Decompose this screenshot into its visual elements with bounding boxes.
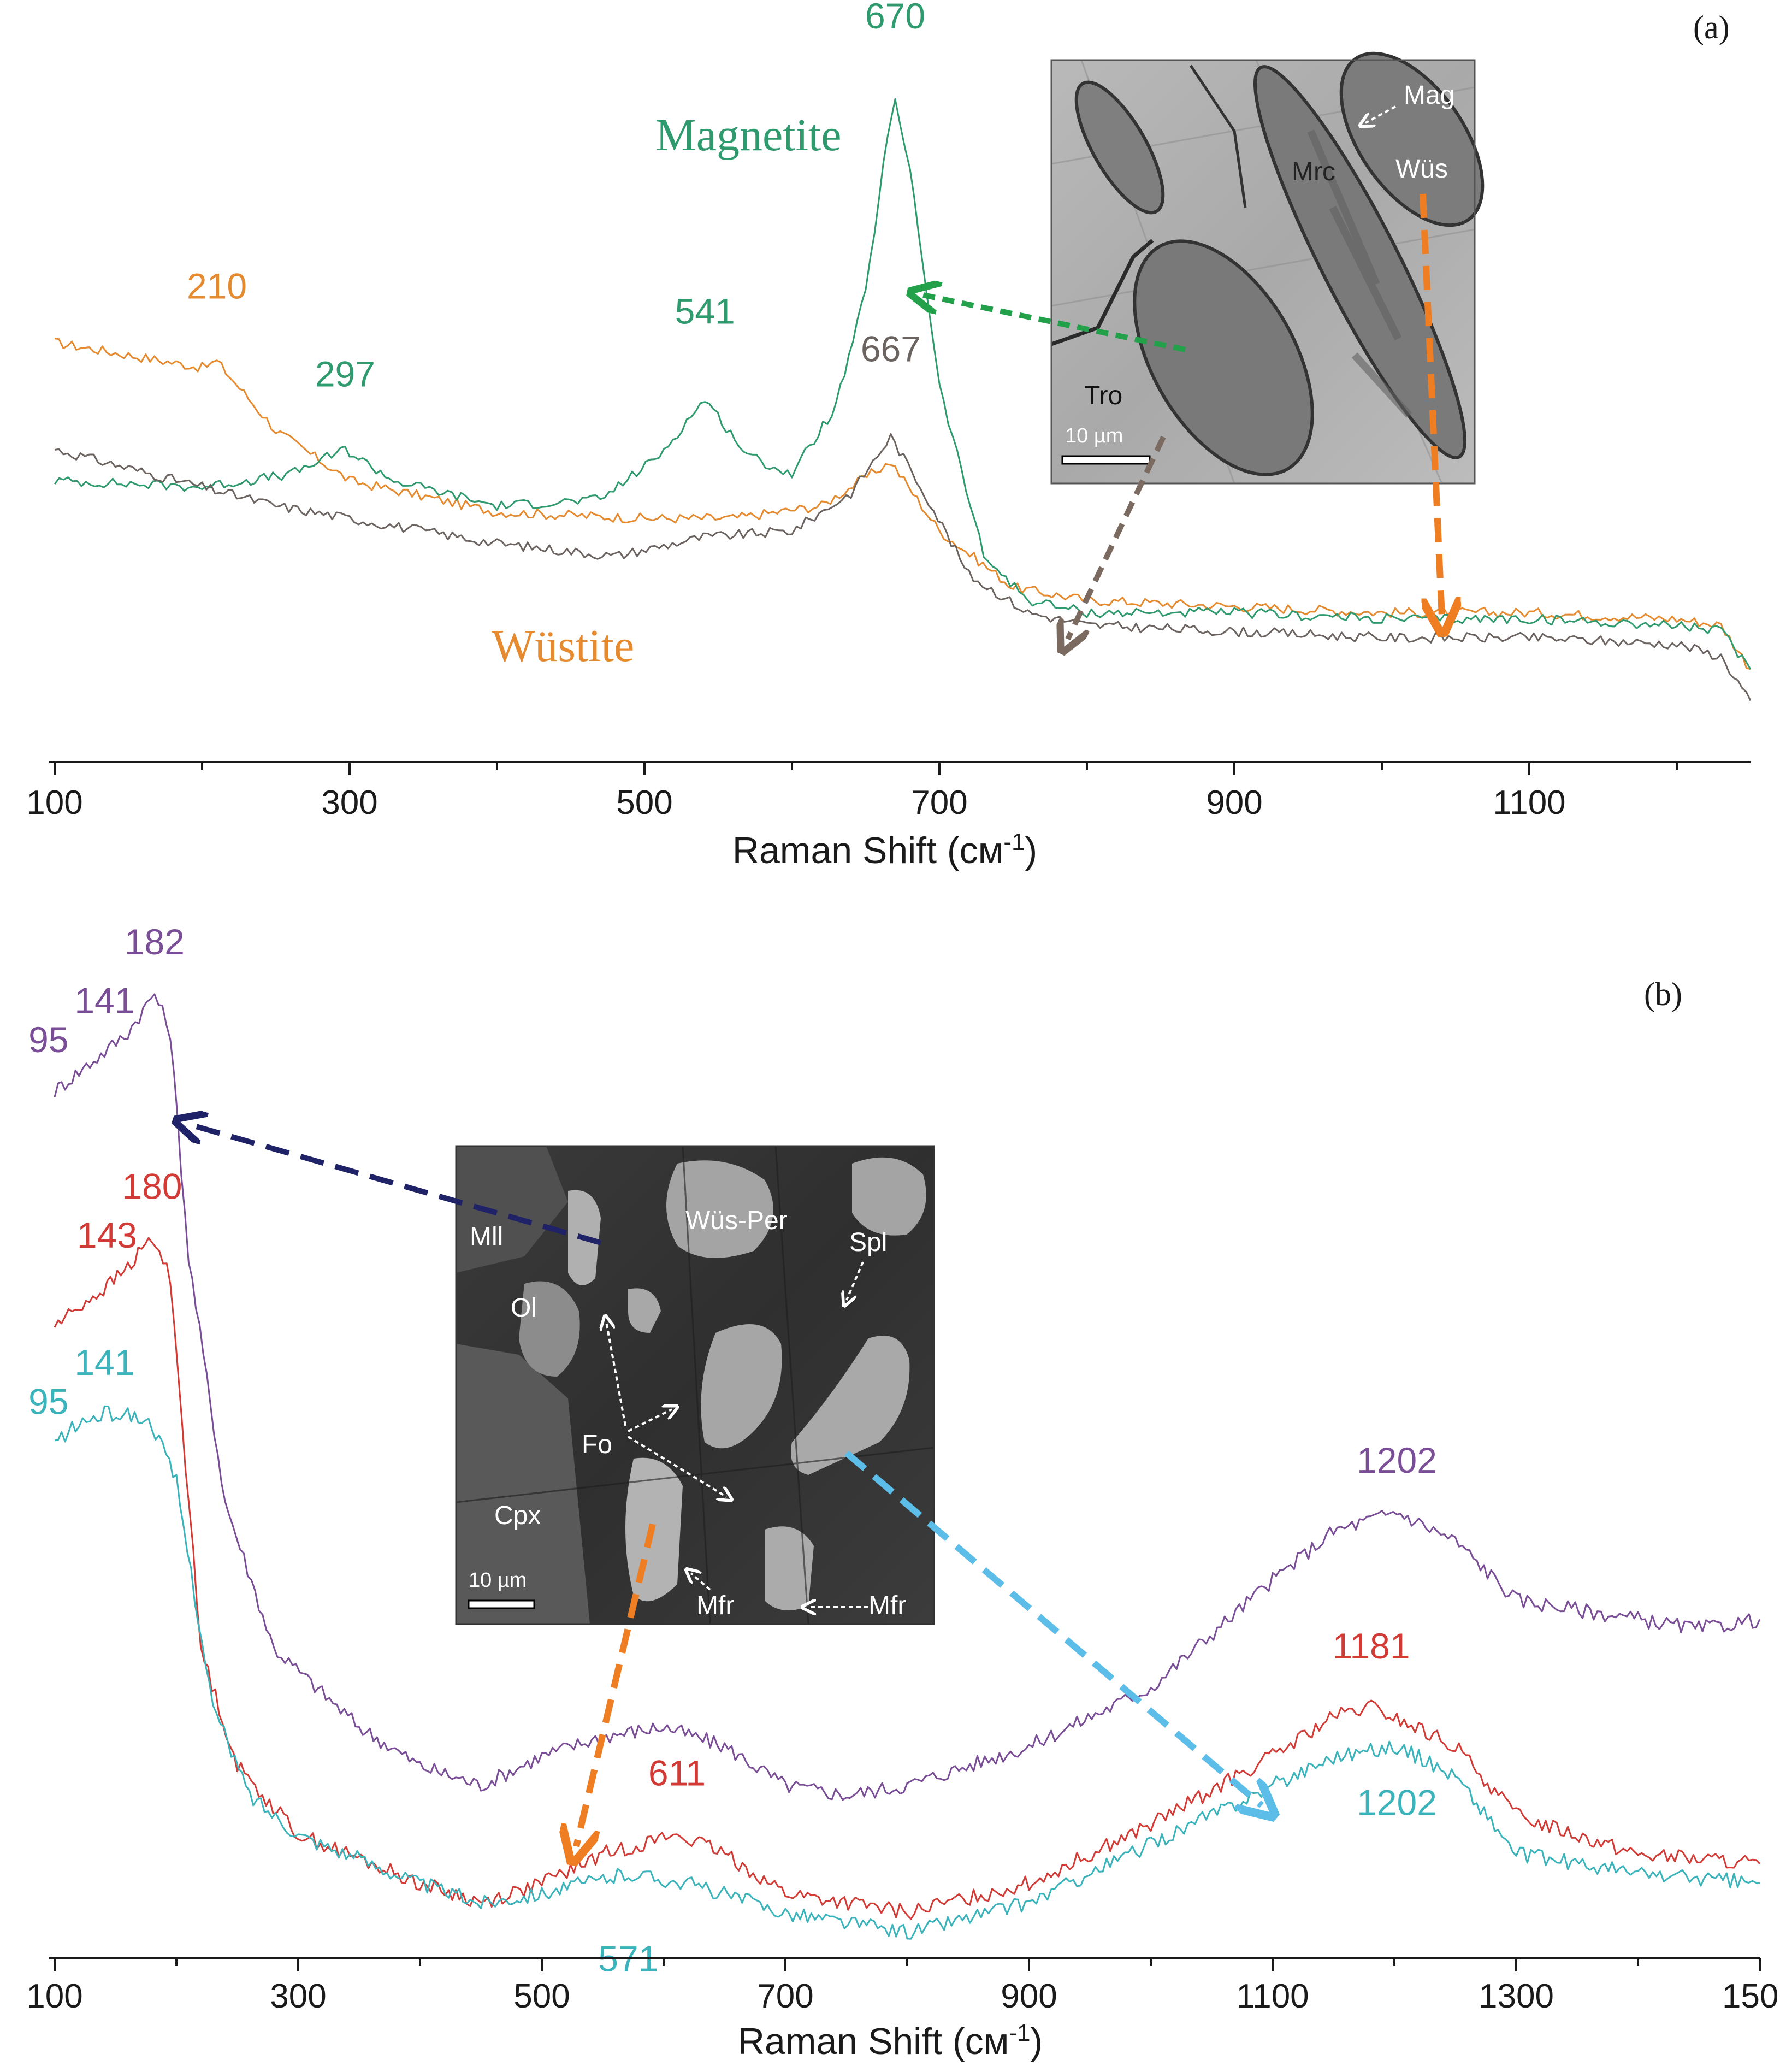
x-tick-label-300: 300 xyxy=(270,1977,326,2015)
peak-label-1181: 1181 xyxy=(1333,1626,1410,1666)
inset-b-scale-text: 10 µm xyxy=(469,1569,527,1592)
spectrum-line-a-2 xyxy=(54,98,1752,670)
x-tick-label-1500: 1500 xyxy=(1722,1977,1780,2015)
peak-label-95: 95 xyxy=(28,1381,68,1421)
inset-a-label-wus: Wüs xyxy=(1395,155,1448,184)
peak-label-141: 141 xyxy=(74,981,134,1021)
panel-b-x-axis-title: Raman Shift (cм-1) xyxy=(738,2020,1043,2063)
wustite-series-name: Wüstite xyxy=(492,621,634,671)
x-tick-label-900: 900 xyxy=(1206,784,1262,822)
x-tick-label-900: 900 xyxy=(1001,1977,1057,2015)
x-tick-label-700: 700 xyxy=(757,1977,813,2015)
peak-label-1202: 1202 xyxy=(1357,1440,1437,1480)
peak-label-141: 141 xyxy=(74,1342,134,1383)
x-tick-label-1300: 1300 xyxy=(1479,1977,1554,2015)
panel-b-inset-image: Wüs-Per Spl Mll Ol Fo Cpx Mfr Mfr 10 µm xyxy=(455,1145,935,1625)
inset-b-label-wus-per: Wüs-Per xyxy=(685,1206,788,1235)
panel-a-series xyxy=(54,98,1752,701)
panel-b-arrow-red xyxy=(576,1523,656,1846)
peak-label-1202: 1202 xyxy=(1357,1782,1437,1822)
panel-b: (b) 182141951801431419512021181611120257… xyxy=(26,922,1780,2062)
peak-label-182: 182 xyxy=(125,922,185,962)
peak-label-541: 541 xyxy=(675,291,735,332)
x-tick-label-100: 100 xyxy=(26,1977,82,2015)
x-tick-label-500: 500 xyxy=(513,1977,570,2015)
inset-b-label-cpx: Cpx xyxy=(494,1501,541,1530)
inset-a-label-mrc: Mrc xyxy=(1292,157,1335,186)
peak-label-143: 143 xyxy=(77,1215,137,1255)
panel-b-tag: (b) xyxy=(1644,976,1682,1012)
inset-a-scale-text: 10 µm xyxy=(1065,424,1123,447)
panel-b-arrow-cyan xyxy=(844,1450,1262,1805)
panel-a-x-axis-title: Raman Shift (cм-1) xyxy=(732,829,1037,872)
peak-label-670: 670 xyxy=(865,0,925,36)
spectrum-line-b-2 xyxy=(54,1237,1761,1920)
spectrum-line-b-1 xyxy=(54,993,1761,1801)
inset-a-label-tro: Tro xyxy=(1084,381,1122,410)
inset-a-scale-bar xyxy=(1061,455,1151,465)
panel-a-x-axis: 100 300 500 700 900 1100 xyxy=(26,761,1751,822)
panel-a-peak-labels: 210 297 541 667 670 xyxy=(187,0,925,394)
panel-a-arrow-magnetite xyxy=(923,295,1186,352)
inset-b-label-fo: Fo xyxy=(582,1430,612,1459)
x-tick-label-1100: 1100 xyxy=(1236,1977,1309,2015)
panel-b-x-axis: 100 300 500 700 900 1100 1300 1500 xyxy=(26,1957,1780,2015)
peak-label-611: 611 xyxy=(648,1753,706,1793)
peak-label-667: 667 xyxy=(861,329,921,369)
x-tick-label-500: 500 xyxy=(616,784,672,822)
peak-label-95: 95 xyxy=(28,1019,68,1060)
panel-a-tag: (a) xyxy=(1693,9,1730,45)
spectrum-line-a-3 xyxy=(54,433,1752,701)
inset-b-label-mfr-2: Mfr xyxy=(868,1591,906,1620)
inset-b-label-ol: Ol xyxy=(511,1294,537,1323)
inset-b-label-spl: Spl xyxy=(849,1228,887,1257)
x-tick-label-700: 700 xyxy=(911,784,967,822)
panel-a-inset-image: Mag Wüs Mrc Tro 10 µm xyxy=(1050,51,1485,485)
peak-label-180: 180 xyxy=(122,1166,182,1207)
inset-b-scale-bar xyxy=(468,1599,535,1609)
inset-b-label-mll: Mll xyxy=(470,1223,503,1252)
inset-b-label-mfr-1: Mfr xyxy=(696,1591,734,1620)
peak-label-210: 210 xyxy=(187,266,247,306)
peak-label-297: 297 xyxy=(315,354,375,394)
panel-a-arrow-gray xyxy=(1068,435,1166,639)
x-tick-label-1100: 1100 xyxy=(1493,784,1565,822)
spectrum-line-b-3 xyxy=(54,1405,1760,1940)
magnetite-series-name: Magnetite xyxy=(655,110,842,161)
x-tick-label-300: 300 xyxy=(321,784,377,822)
panel-b-series xyxy=(54,993,1761,1940)
inset-a-label-mag: Mag xyxy=(1404,81,1454,110)
spectrum-line-a-1 xyxy=(54,338,1751,670)
x-tick-label-100: 100 xyxy=(26,784,82,822)
